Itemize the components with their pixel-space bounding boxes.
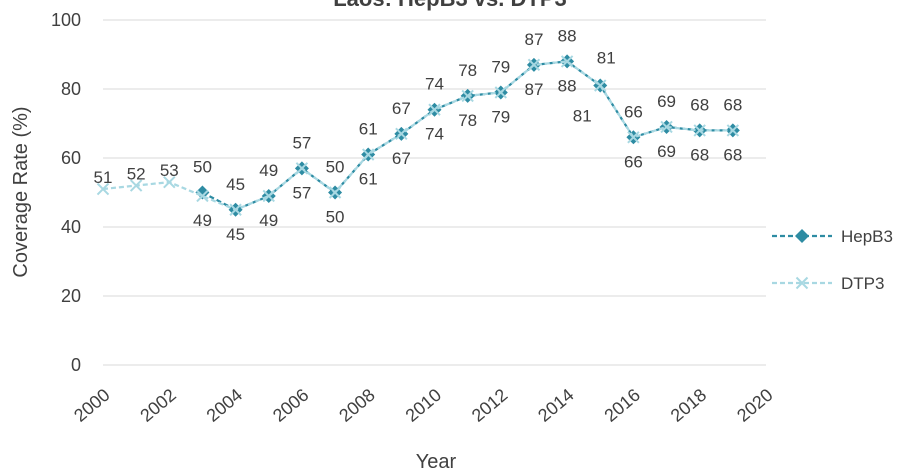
x-tick-label: 2012 <box>468 385 512 426</box>
legend-marker-hepb3 <box>795 229 809 243</box>
data-label-dtp3: 67 <box>392 149 411 168</box>
x-tick-label: 2010 <box>402 385 446 426</box>
marker-dtp3 <box>229 203 242 216</box>
x-tick-label: 2002 <box>136 385 180 426</box>
data-label-dtp3: 52 <box>127 165 146 184</box>
data-label-hepb3: 67 <box>392 99 411 118</box>
data-label-dtp3: 88 <box>558 76 577 95</box>
data-label-hepb3: 78 <box>458 61 477 80</box>
data-label-dtp3: 61 <box>359 170 378 189</box>
data-label-dtp3: 74 <box>425 125 444 144</box>
data-label-hepb3: 79 <box>491 57 510 76</box>
marker-dtp3 <box>328 186 342 199</box>
data-label-dtp3: 68 <box>723 145 742 164</box>
y-axis-title: Coverage Rate (%) <box>10 106 32 277</box>
y-tick-label: 20 <box>61 286 81 306</box>
data-label-dtp3: 87 <box>524 80 543 99</box>
data-label-dtp3: 81 <box>573 107 592 126</box>
marker-dtp3 <box>693 124 706 137</box>
data-label-dtp3: 51 <box>94 168 113 187</box>
x-tick-label: 2006 <box>269 385 313 426</box>
y-tick-label: 0 <box>71 355 81 375</box>
data-label-hepb3: 50 <box>193 158 212 177</box>
x-tick-label: 2008 <box>335 385 379 426</box>
marker-dtp3 <box>262 189 275 203</box>
data-label-hepb3: 68 <box>690 95 709 114</box>
x-tick-label: 2000 <box>70 385 114 426</box>
marker-dtp3 <box>395 127 408 141</box>
data-label-dtp3: 68 <box>690 145 709 164</box>
x-tick-label: 2016 <box>600 385 644 426</box>
marker-dtp3 <box>494 86 508 99</box>
data-label-hepb3: 57 <box>292 133 311 152</box>
series-line-dtp3 <box>102 60 733 212</box>
data-label-hepb3: 74 <box>425 75 444 94</box>
data-label-dtp3: 49 <box>259 211 278 230</box>
data-label-hepb3: 81 <box>597 49 616 68</box>
y-tick-label: 80 <box>61 79 81 99</box>
data-label-dtp3: 49 <box>193 211 212 230</box>
y-tick-label: 40 <box>61 217 81 237</box>
data-label-dtp3: 79 <box>491 107 510 126</box>
data-label-hepb3: 45 <box>226 175 245 194</box>
marker-dtp3 <box>163 175 176 189</box>
marker-dtp3 <box>361 148 375 161</box>
marker-dtp3 <box>627 131 640 144</box>
data-label-dtp3: 50 <box>326 208 345 227</box>
marker-dtp3 <box>129 179 143 192</box>
legend-label-hepb3: HepB3 <box>841 227 893 246</box>
data-label-hepb3: 66 <box>624 102 643 121</box>
data-label-hepb3: 69 <box>657 92 676 111</box>
marker-dtp3 <box>295 162 309 175</box>
chart-title: Laos: HepB3 vs. DTP3 <box>333 0 567 11</box>
data-label-hepb3: 87 <box>524 30 543 49</box>
marker-dtp3 <box>726 124 740 137</box>
series-line-hepb3 <box>201 60 733 212</box>
marker-dtp3 <box>560 55 574 68</box>
y-tick-label: 100 <box>51 10 81 30</box>
data-label-dtp3: 69 <box>657 142 676 161</box>
x-tick-label: 2004 <box>203 385 247 426</box>
marker-dtp3 <box>428 103 441 116</box>
marker-dtp3 <box>96 182 110 196</box>
data-label-dtp3: 45 <box>226 225 245 244</box>
marker-dtp3 <box>660 120 673 134</box>
data-label-hepb3: 61 <box>359 120 378 139</box>
legend-label-dtp3: DTP3 <box>841 274 884 293</box>
x-tick-label: 2018 <box>667 385 711 426</box>
y-tick-label: 60 <box>61 148 81 168</box>
marker-dtp3 <box>196 189 209 203</box>
data-label-hepb3: 50 <box>326 158 345 177</box>
data-label-hepb3: 68 <box>723 95 742 114</box>
data-label-hepb3: 49 <box>259 161 278 180</box>
x-axis-title: Year <box>416 451 457 471</box>
x-tick-label: 2020 <box>733 385 777 426</box>
data-label-dtp3: 53 <box>160 161 179 180</box>
marker-hepb3 <box>195 185 210 200</box>
marker-dtp3 <box>527 58 541 72</box>
data-label-dtp3: 57 <box>292 183 311 202</box>
data-label-dtp3: 66 <box>624 152 643 171</box>
marker-dtp3 <box>594 79 607 92</box>
data-label-dtp3: 78 <box>458 111 477 130</box>
data-label-hepb3: 88 <box>558 26 577 45</box>
x-tick-label: 2014 <box>534 385 578 426</box>
legend-marker-dtp3 <box>795 276 809 290</box>
marker-dtp3 <box>461 89 474 103</box>
